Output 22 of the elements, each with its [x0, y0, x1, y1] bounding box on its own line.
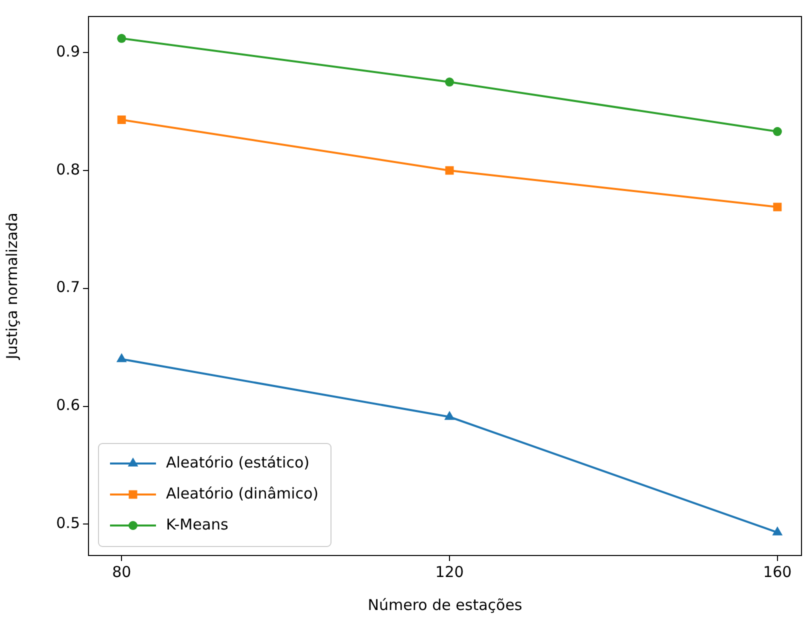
y-tick-label: 0.8: [56, 160, 80, 178]
legend-label: Aleatório (dinâmico): [166, 484, 318, 502]
legend-label: K-Means: [166, 515, 229, 534]
x-tick-label: 80: [112, 562, 132, 581]
point: [772, 127, 782, 136]
x-tick-label: 160: [763, 562, 792, 581]
point: [772, 526, 783, 536]
y-tick-label: 0.7: [56, 278, 80, 296]
y-tick-label: 0.9: [56, 42, 80, 60]
y-tick-label: 0.5: [56, 514, 80, 532]
point: [445, 78, 454, 87]
point: [773, 202, 782, 212]
point: [445, 166, 454, 175]
x-axis-title: Número de estações: [368, 596, 522, 614]
point: [444, 410, 455, 420]
y-tick-label: 0.6: [56, 396, 80, 414]
x-tick-label: 120: [435, 562, 464, 581]
legend-label: Aleatório (estático): [166, 453, 310, 472]
point: [117, 34, 126, 43]
point: [116, 353, 127, 362]
point: [117, 116, 126, 124]
y-axis-title: Justiça normalizada: [2, 212, 21, 360]
